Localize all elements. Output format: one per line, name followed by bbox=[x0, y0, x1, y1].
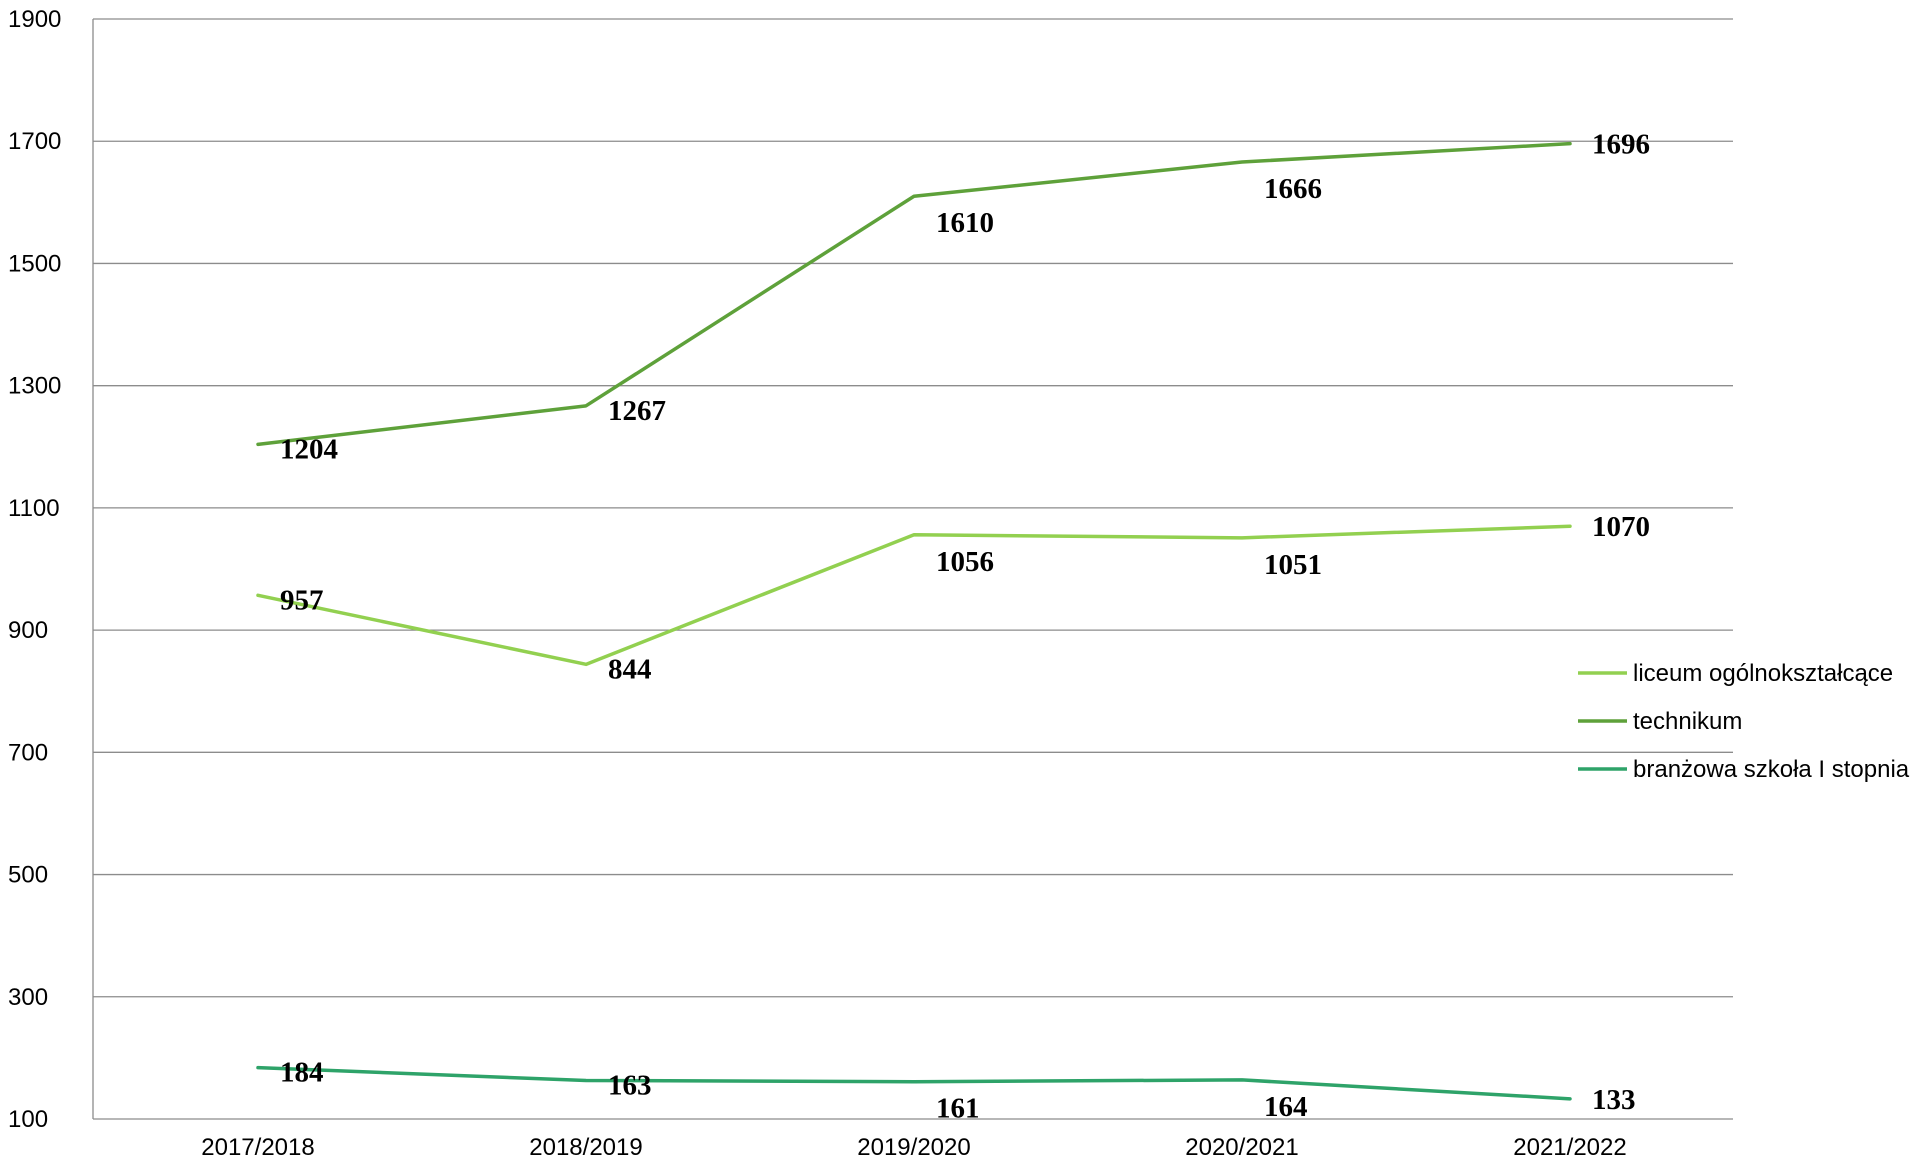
data-label: 1204 bbox=[280, 433, 338, 465]
legend-label: branżowa szkoła I stopnia bbox=[1633, 756, 1910, 783]
data-label: 1070 bbox=[1592, 511, 1650, 543]
y-tick-label: 300 bbox=[8, 984, 48, 1011]
data-label: 1610 bbox=[936, 207, 994, 239]
data-label: 1056 bbox=[936, 546, 994, 578]
series-line-1 bbox=[256, 524, 1572, 667]
y-tick-label: 900 bbox=[8, 617, 48, 644]
y-tick-label: 1300 bbox=[8, 373, 61, 400]
y-tick-label: 500 bbox=[8, 862, 48, 889]
data-label: 1666 bbox=[1264, 173, 1322, 205]
x-tick-label: 2020/2021 bbox=[1185, 1134, 1298, 1161]
data-labels: 957 844 1056 1051 1070 1204 1267 1610 1666 1696 18… bbox=[280, 129, 1650, 1125]
y-axis-tick-labels: 100 300 500 700 900 1100 1300 1500 1700 1900 bbox=[8, 6, 61, 1133]
y-tick-label: 1500 bbox=[8, 250, 61, 277]
x-tick-label: 2017/2018 bbox=[201, 1134, 314, 1161]
y-tick-label: 1700 bbox=[8, 128, 61, 155]
x-tick-label: 2021/2022 bbox=[1513, 1134, 1626, 1161]
axes bbox=[92, 19, 1733, 1120]
legend-label: technikum bbox=[1633, 708, 1742, 735]
legend: liceum ogólnokształcące technikum branżowa… bbox=[1578, 660, 1910, 783]
gridlines bbox=[93, 18, 1733, 998]
data-label: 1051 bbox=[1264, 549, 1322, 581]
x-tick-label: 2018/2019 bbox=[529, 1134, 642, 1161]
data-label: 1267 bbox=[608, 395, 666, 427]
series-lines bbox=[256, 141, 1572, 1101]
data-label: 164 bbox=[1264, 1091, 1308, 1123]
data-label: 1696 bbox=[1592, 129, 1650, 161]
y-tick-label: 1100 bbox=[8, 495, 60, 522]
x-tick-label: 2019/2020 bbox=[857, 1134, 970, 1161]
data-label: 163 bbox=[608, 1070, 652, 1102]
data-label: 133 bbox=[1592, 1084, 1636, 1116]
data-label: 184 bbox=[280, 1057, 324, 1089]
data-label: 844 bbox=[608, 653, 652, 685]
y-tick-label: 700 bbox=[8, 739, 48, 766]
x-axis-tick-labels: 2017/2018 2018/2019 2019/2020 2020/2021 2021… bbox=[201, 1134, 1626, 1161]
y-tick-label: 100 bbox=[8, 1106, 48, 1133]
data-label: 161 bbox=[936, 1093, 980, 1125]
series-line-2 bbox=[256, 141, 1572, 447]
data-label: 957 bbox=[280, 584, 324, 616]
y-tick-label: 1900 bbox=[8, 6, 61, 33]
series-line-3 bbox=[256, 1065, 1572, 1101]
legend-label: liceum ogólnokształcące bbox=[1633, 660, 1893, 687]
